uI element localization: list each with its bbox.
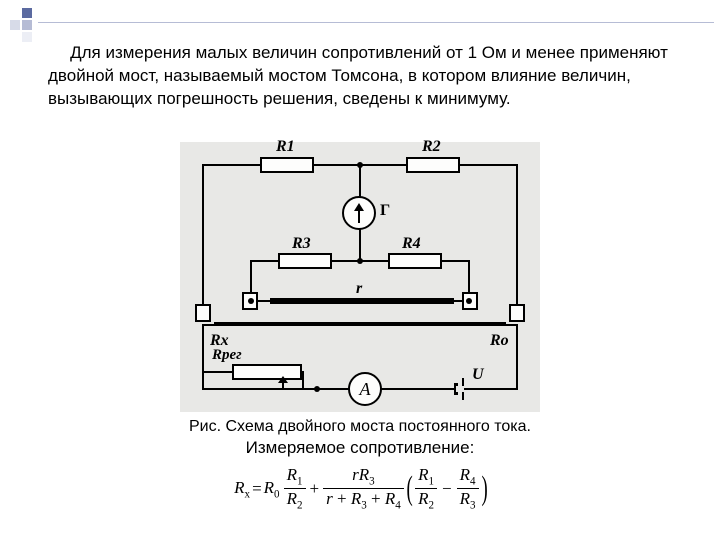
label-u: U [472,366,484,384]
wire [516,164,518,312]
label-r1: R1 [276,138,295,156]
formula: Rx = R0 R1 R2 + rR3 r + R3 + R4 ( [0,466,720,512]
decor-square [10,20,20,30]
result-label: Измеряемое сопротивление: [0,438,720,458]
measured-bar [214,322,506,326]
terminal-block [509,304,525,322]
paren-content: R1 R2 − R4 R3 [413,466,480,512]
sym-minus: − [442,479,452,499]
sym-eq: = [252,479,262,499]
sym-plus: + [310,479,320,499]
terminal-block [195,304,211,322]
corner-squares-decor [8,6,48,46]
frac-rr3: rR3 r + R3 + R4 [323,466,404,512]
frac-r1r2-b: R1 R2 [415,466,437,512]
wire [302,371,304,390]
decor-square [22,8,32,18]
label-rreg: Rрег [212,347,242,364]
paragraph-text: Для измерения малых величин сопротивлени… [48,42,692,111]
junction-node [357,162,363,168]
junction-node [314,386,320,392]
page: Для измерения малых величин сопротивлени… [0,0,720,540]
r-bar [270,298,454,304]
sym-r0: R0 [264,478,280,500]
circuit-figure: R1 R2 Г R3 R4 [180,142,540,412]
resistor-r2 [406,157,460,173]
resistor-r1 [260,157,314,173]
ammeter-label: A [360,379,371,400]
label-r3: R3 [292,235,311,253]
decor-square [22,20,32,30]
frac-r4r3: R4 R3 [457,466,479,512]
junction-node [466,298,472,304]
frac-r1r2-a: R1 R2 [284,466,306,512]
figure-caption: Рис. Схема двойного моста постоянного то… [0,418,720,436]
label-r2: R2 [422,138,441,156]
sym-rx: Rx [234,478,250,500]
wire-gap [456,386,464,392]
figure-wrap: R1 R2 Г R3 R4 [0,142,720,412]
decor-square [22,32,32,42]
label-r4: R4 [402,235,421,253]
top-rule [38,22,714,23]
formula-row: Rx = R0 R1 R2 + rR3 r + R3 + R4 ( [234,466,486,512]
wire [202,371,232,373]
label-r: r [356,280,362,298]
ammeter: A [348,372,382,406]
wire [202,164,204,312]
rheostat-rreg [232,364,302,380]
label-ro: Ro [490,332,509,350]
galvanometer [342,196,376,230]
body-paragraph: Для измерения малых величин сопротивлени… [48,42,692,111]
arrow-up-icon [350,203,368,223]
wire [282,388,284,390]
junction-node [248,298,254,304]
resistor-r4 [388,253,442,269]
wire [516,324,518,390]
resistor-r3 [278,253,332,269]
label-galv: Г [380,202,390,220]
wire [202,324,204,390]
junction-node [357,258,363,264]
